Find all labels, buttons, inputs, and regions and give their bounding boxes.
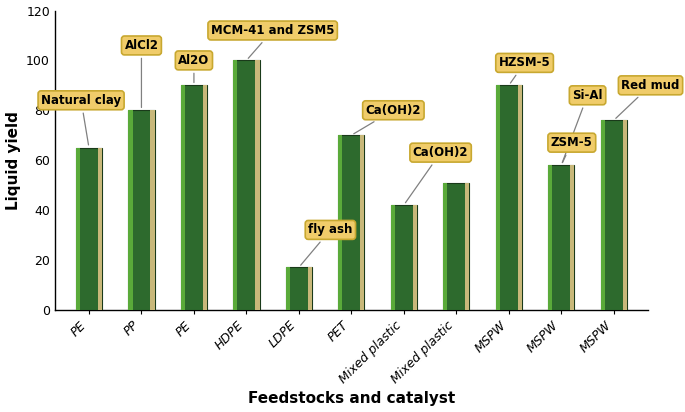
Bar (234, 61, 238, 310)
X-axis label: Feedstocks and catalyst: Feedstocks and catalyst (248, 391, 455, 407)
Bar (128, 110, 155, 310)
Bar (203, 85, 207, 310)
Bar (623, 120, 627, 310)
Bar (413, 205, 417, 310)
Bar (181, 85, 185, 310)
Bar (308, 267, 312, 310)
Text: Red mud: Red mud (616, 79, 680, 118)
Bar (151, 110, 155, 310)
Text: ZSM-5: ZSM-5 (551, 136, 593, 163)
Text: Ca(OH)2: Ca(OH)2 (406, 146, 469, 203)
Bar (548, 165, 552, 310)
Bar (443, 183, 447, 310)
Bar (98, 147, 102, 310)
Text: fly ash: fly ash (301, 223, 353, 265)
Bar (570, 165, 575, 310)
Bar (390, 205, 417, 310)
Bar (360, 135, 364, 310)
Bar (181, 85, 207, 310)
Bar (286, 267, 312, 310)
Bar (76, 147, 102, 310)
Text: Natural clay: Natural clay (41, 94, 121, 145)
Bar (518, 85, 522, 310)
Bar (338, 135, 364, 310)
Bar (76, 147, 80, 310)
Bar (234, 61, 260, 310)
Bar (496, 85, 522, 310)
Bar (128, 110, 132, 310)
Bar (465, 183, 469, 310)
Bar (390, 205, 395, 310)
Text: HZSM-5: HZSM-5 (499, 56, 551, 83)
Bar (338, 135, 342, 310)
Text: MCM-41 and ZSM5: MCM-41 and ZSM5 (211, 24, 334, 59)
Bar (601, 120, 627, 310)
Bar (286, 267, 290, 310)
Text: Al2O: Al2O (178, 54, 210, 82)
Bar (443, 183, 469, 310)
Text: Si-Al: Si-Al (562, 89, 603, 162)
Text: Ca(OH)2: Ca(OH)2 (353, 104, 421, 134)
Bar (496, 85, 500, 310)
Text: AlCl2: AlCl2 (125, 39, 158, 108)
Y-axis label: Liquid yield: Liquid yield (5, 111, 21, 210)
Bar (601, 120, 605, 310)
Bar (256, 61, 260, 310)
Bar (548, 165, 575, 310)
